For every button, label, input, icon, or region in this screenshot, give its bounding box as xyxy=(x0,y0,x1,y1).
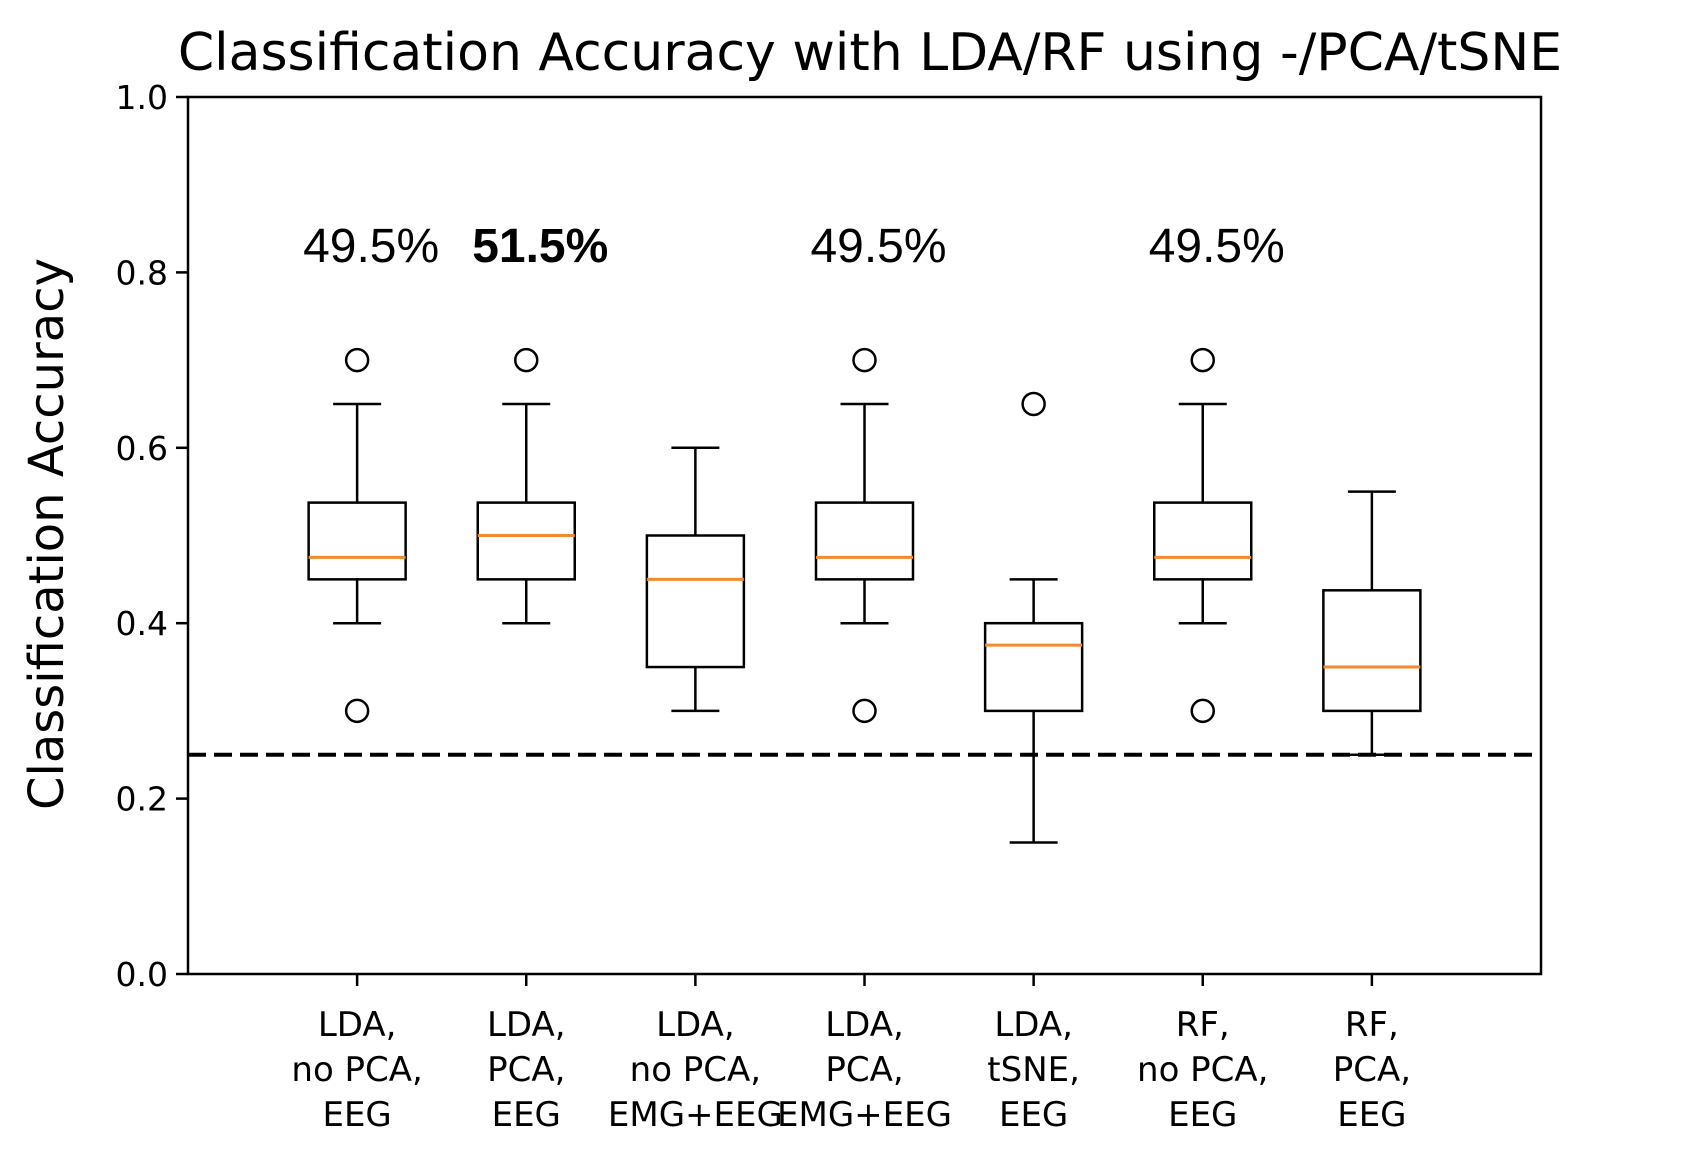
outlier-point xyxy=(1190,698,1215,724)
x-category-label: LDA, no PCA, EMG+EEG xyxy=(608,1005,783,1135)
chart-title: Classification Accuracy with LDA/RF usin… xyxy=(178,23,1562,83)
x-category-label: RF, PCA, EEG xyxy=(1333,1005,1411,1135)
accuracy-annotation: 49.5% xyxy=(810,220,946,273)
plot-frame xyxy=(186,95,1543,976)
box-iqr xyxy=(814,501,915,581)
accuracy-annotation: 49.5% xyxy=(1149,220,1285,273)
x-category-label: LDA, PCA, EMG+EEG xyxy=(777,1005,952,1135)
outlier-point xyxy=(514,347,539,373)
outlier-point xyxy=(344,698,370,724)
y-tick-label: 0.0 xyxy=(116,955,168,994)
y-tick-label: 0.2 xyxy=(116,780,168,819)
y-tick-label: 1.0 xyxy=(116,78,168,117)
box-iqr xyxy=(1153,501,1253,581)
outlier-point xyxy=(1021,391,1046,417)
x-category-label: LDA, tSNE, EEG xyxy=(987,1005,1080,1135)
x-category-label: LDA, no PCA, EEG xyxy=(291,1005,422,1135)
box-iqr xyxy=(476,501,576,581)
box-iqr xyxy=(1322,589,1422,713)
plot-area: 0.0 0.2 0.4 0.6 0.8 1.0 LDA, no PCA, EEG LDA, PCA,… xyxy=(116,78,1541,1135)
outlier-point xyxy=(852,347,877,373)
x-category-label: RF, no PCA, EEG xyxy=(1137,1005,1268,1135)
outlier-point xyxy=(852,698,877,724)
accuracy-annotation: 51.5% xyxy=(472,220,608,273)
x-category-label: LDA, PCA, EEG xyxy=(487,1005,566,1135)
y-tick-label: 0.4 xyxy=(116,604,168,643)
box-iqr xyxy=(983,621,1084,713)
y-tick-label: 0.8 xyxy=(116,253,168,292)
accuracy-annotation: 49.5% xyxy=(303,220,439,273)
y-tick-label: 0.6 xyxy=(116,429,168,468)
box-iqr xyxy=(645,534,746,669)
box-iqr xyxy=(307,501,407,581)
outlier-point xyxy=(344,347,370,373)
outlier-point xyxy=(1190,347,1215,373)
y-axis-label: Classification Accuracy xyxy=(19,258,75,810)
